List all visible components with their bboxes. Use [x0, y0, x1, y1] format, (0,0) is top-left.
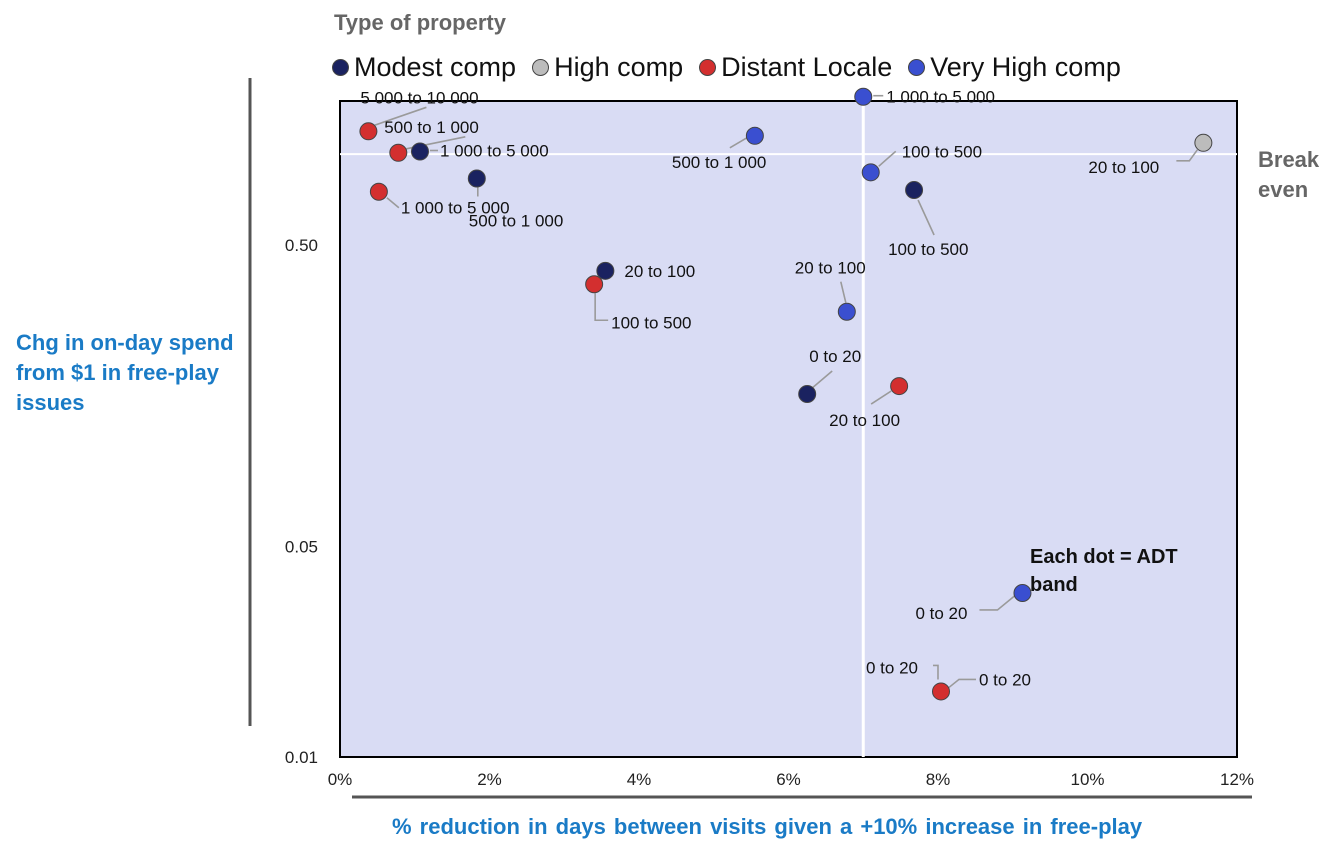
- legend-marker-very-high-comp: [908, 59, 926, 76]
- point-label-very-high-comp: 0 to 20: [915, 604, 967, 623]
- point-very-high-comp: [861, 163, 880, 182]
- legend-item-very-high-comp: Very High comp: [908, 52, 1121, 83]
- label-leader-line: [932, 664, 939, 680]
- point-label-very-high-comp: 500 to 1 000: [672, 153, 767, 172]
- y-axis-title: Chg in on-day spend from $1 in free-play…: [16, 330, 234, 415]
- point-label-modest-comp: 100 to 500: [888, 240, 968, 259]
- break-even-line-2: even: [1258, 177, 1309, 202]
- point-modest-comp: [905, 181, 924, 200]
- legend-item-modest-comp: Modest comp: [332, 52, 516, 83]
- x-tick-label: 6%: [776, 770, 801, 789]
- legend-label: High comp: [554, 52, 684, 82]
- point-label-modest-comp: 500 to 1 000: [469, 211, 564, 230]
- point-distant-locale: [931, 682, 950, 701]
- callout-line-1: Each dot = ADT: [1030, 546, 1178, 568]
- label-leader-line: [729, 137, 748, 149]
- point-modest-comp: [596, 261, 615, 280]
- point-label-distant-locale: 1 000 to 5 000: [401, 199, 510, 218]
- x-tick-label: 0%: [328, 770, 353, 789]
- legend: Modest comp High comp Distant Locale Ver…: [332, 52, 1137, 83]
- label-leader-line: [917, 199, 935, 236]
- point-label-distant-locale: 0 to 20: [979, 670, 1031, 689]
- label-leader-line: [878, 150, 897, 167]
- legend-title: Type of property: [334, 10, 506, 35]
- label-leader-line: [386, 197, 400, 209]
- point-label-high-comp: 20 to 100: [1088, 158, 1159, 177]
- callout-line-2: band: [1030, 574, 1078, 596]
- point-modest-comp: [467, 169, 486, 188]
- plot-area: [339, 100, 1238, 758]
- label-leader-line: [870, 390, 892, 405]
- point-high-comp: [1194, 133, 1213, 152]
- point-label-modest-comp: 1 000 to 5 000: [440, 141, 549, 160]
- dot-callout: Each dot = ADT band: [1030, 543, 1230, 599]
- point-modest-comp: [410, 142, 429, 161]
- x-tick-label: 8%: [926, 770, 951, 789]
- point-label-modest-comp: 0 to 20: [809, 347, 861, 366]
- point-label-modest-comp: 20 to 100: [624, 262, 695, 281]
- point-distant-locale: [359, 122, 378, 141]
- point-label-distant-locale: 100 to 500: [611, 313, 691, 332]
- point-very-high-comp: [854, 87, 873, 106]
- x-axis-title: % reduction in days between visits given…: [392, 814, 1143, 839]
- point-label-distant-locale: 0 to 20: [866, 658, 918, 677]
- point-modest-comp: [798, 385, 817, 404]
- label-leader-line: [594, 293, 609, 322]
- y-tick-label: 0.50: [285, 236, 318, 255]
- point-distant-locale: [369, 182, 388, 201]
- break-even-label: Break even: [1258, 145, 1319, 205]
- legend-item-distant-locale: Distant Locale: [699, 52, 892, 83]
- label-leader-line: [374, 106, 427, 127]
- point-label-very-high-comp: 100 to 500: [902, 142, 982, 161]
- legend-label: Very High comp: [930, 52, 1121, 82]
- point-label-distant-locale: 5 000 to 10 000: [360, 88, 478, 107]
- label-leader-line: [811, 370, 833, 389]
- x-tick-label: 4%: [627, 770, 652, 789]
- point-very-high-comp: [745, 126, 764, 145]
- point-very-high-comp: [837, 302, 856, 321]
- legend-item-high-comp: High comp: [532, 52, 683, 83]
- legend-marker-modest-comp: [332, 59, 349, 76]
- point-label-very-high-comp: 20 to 100: [795, 259, 866, 278]
- y-tick-label: 0.01: [285, 748, 318, 767]
- point-very-high-comp: [1013, 583, 1032, 602]
- x-tick-label: 2%: [477, 770, 502, 789]
- label-leader-line: [948, 678, 976, 689]
- legend-marker-distant-locale: [699, 59, 717, 76]
- legend-marker-high-comp: [532, 59, 550, 76]
- legend-label: Distant Locale: [721, 52, 893, 82]
- y-tick-label: 0.05: [285, 537, 318, 556]
- break-even-line-1: Break: [1258, 147, 1320, 172]
- x-tick-label: 10%: [1070, 770, 1104, 789]
- x-tick-label: 12%: [1220, 770, 1254, 789]
- point-label-distant-locale: 500 to 1 000: [384, 118, 479, 137]
- point-distant-locale: [890, 377, 909, 396]
- point-label-very-high-comp: 1 000 to 5 000: [886, 88, 995, 107]
- point-distant-locale: [389, 143, 408, 162]
- label-leader-line: [840, 281, 847, 303]
- point-label-distant-locale: 20 to 100: [829, 411, 900, 430]
- label-leader-line: [1176, 149, 1199, 162]
- legend-label: Modest comp: [354, 52, 517, 82]
- label-leader-line: [979, 595, 1015, 611]
- point-distant-locale: [585, 275, 604, 294]
